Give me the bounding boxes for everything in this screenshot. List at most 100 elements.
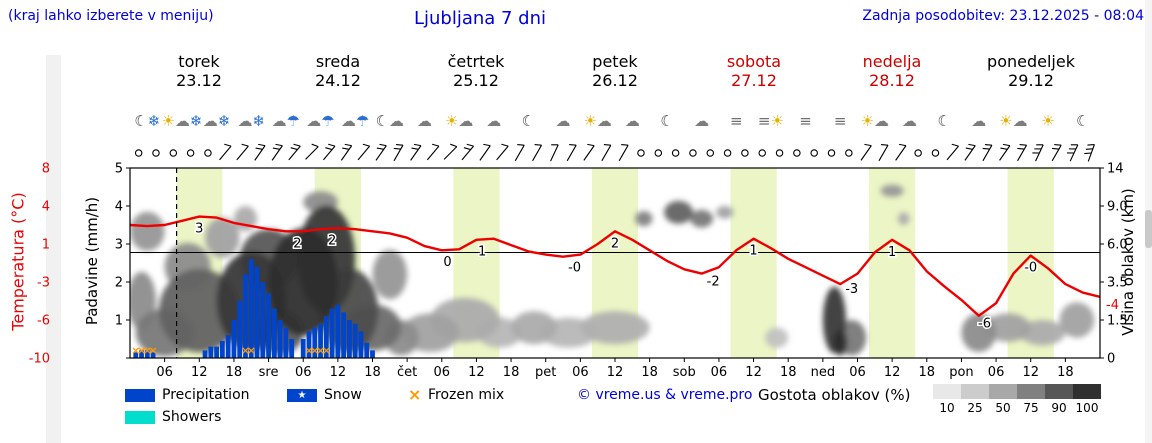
temperature-line — [130, 215, 1100, 317]
x-axis-tick: 12 — [191, 365, 208, 380]
showers-label: Showers — [162, 409, 222, 425]
x-axis-tick: 12 — [468, 365, 485, 380]
cloud-height-axis-title: Višina oblakov (km) — [1119, 188, 1137, 336]
wind-barb-icon — [288, 143, 301, 161]
wind-calm-icon — [204, 149, 212, 157]
wind-calm-icon — [758, 149, 766, 157]
x-axis-tick: 06 — [711, 365, 728, 380]
cloud-density-ticks: 10 25 50 75 90 100 — [939, 401, 1099, 415]
weather-icon: ☾ — [522, 112, 535, 130]
cloud-axis-tick: 6.0 — [1107, 238, 1128, 253]
frozen-mix-marker: × — [137, 344, 146, 357]
x-axis-tick: 06 — [295, 365, 312, 380]
frozen-mix-label: Frozen mix — [428, 387, 505, 403]
day-header-1: sreda 24.12 — [273, 52, 403, 90]
precipitation-swatch — [125, 389, 155, 402]
temp-axis-tick: -3 — [37, 276, 50, 291]
weather-icon: ☁ — [971, 112, 986, 130]
scrollbar-track[interactable] — [1145, 0, 1152, 443]
precipitation-bars — [133, 259, 375, 358]
temperature-value-label: -3 — [845, 282, 858, 297]
temperature-value-label: 2 — [328, 234, 336, 249]
precip-axis-tick: 3 — [115, 238, 123, 253]
wind-barb-icon — [982, 143, 993, 162]
day-header-6: ponedeljek 29.12 — [966, 52, 1096, 90]
weather-icon: ☾ — [937, 112, 950, 130]
x-axis-tick: 12 — [884, 365, 901, 380]
wind-barb-icon — [254, 143, 266, 161]
wind-barb-icon — [514, 143, 525, 162]
wind-calm-icon — [169, 149, 178, 157]
temperature-value-label: 2 — [293, 236, 301, 251]
temp-axis-tick: -6 — [37, 314, 50, 329]
weather-icon: ☀☁ — [999, 112, 1027, 130]
temperature-axis-title: Temperatura (°C) — [8, 192, 28, 331]
weather-icon: ☾❄ — [134, 112, 160, 130]
day-header-3: petek 26.12 — [550, 52, 680, 90]
frozen-mix-marker: × — [316, 344, 325, 357]
wind-barb-icon — [964, 143, 976, 161]
showers-swatch — [125, 411, 155, 424]
day-date: 29.12 — [1008, 71, 1054, 90]
wind-barb-icon — [305, 143, 319, 160]
wind-calm-icon — [775, 149, 784, 157]
wind-barb-icon — [999, 143, 1011, 161]
day-header-0: torek 23.12 — [134, 52, 264, 90]
wind-calm-icon — [723, 149, 732, 157]
precip-axis-tick: 5 — [115, 162, 123, 177]
frozen-mix-marker: × — [304, 344, 313, 357]
wind-barb-icon — [219, 143, 232, 161]
day-date: 25.12 — [453, 71, 499, 90]
precip-axis-tick: 2 — [115, 276, 123, 291]
weather-icon: ☁☂ — [272, 112, 300, 130]
menu-hint: (kraj lahko izberete v meniju) — [8, 8, 214, 24]
weather-icon: ☾☁ — [376, 112, 404, 130]
cloud-axis-tick: 1.5 — [1107, 314, 1128, 329]
day-date: 23.12 — [176, 71, 222, 90]
x-axis-tick: 06 — [572, 365, 589, 380]
weather-icon: ☀☁❄ — [161, 112, 202, 130]
weather-icon: ☀☁ — [445, 112, 473, 130]
weather-icon: ☁❄ — [237, 112, 265, 130]
wind-barb-icon — [946, 143, 959, 161]
day-header-4: sobota 27.12 — [689, 52, 819, 90]
frozen-mix-marker: × — [241, 344, 250, 357]
day-name: ponedeljek — [987, 52, 1075, 71]
wind-barb-icon — [550, 144, 559, 162]
weather-icon: ☾ — [1076, 112, 1089, 130]
wind-barb-icon — [410, 143, 422, 161]
wind-barb-icon — [860, 143, 872, 161]
snow-star-icon: ★ — [297, 390, 307, 401]
day-name: nedelja — [862, 52, 922, 71]
weather-icon: ☁ — [556, 112, 571, 130]
copyright-link[interactable]: © vreme.us & vreme.pro — [577, 387, 753, 403]
weather-icon: ☀☁ — [861, 112, 889, 130]
weather-icon: ≡ — [799, 112, 812, 130]
precip-axis-tick: 4 — [115, 200, 123, 215]
wind-barb-icon — [393, 143, 404, 162]
end-temperature-label: -4 — [1106, 298, 1119, 313]
wind-calm-icon — [741, 149, 749, 157]
x-axis-tick: 18 — [1057, 365, 1074, 380]
x-axis-tick: ned — [811, 365, 836, 380]
cloud-shading — [130, 184, 1095, 357]
scrollbar-thumb[interactable] — [1145, 210, 1152, 248]
last-update: Zadnja posodobitev: 23.12.2025 - 08:04 — [862, 8, 1144, 24]
wind-calm-icon — [827, 149, 836, 157]
day-name: petek — [592, 52, 638, 71]
wind-calm-icon — [845, 149, 853, 157]
weather-icon: ☀☁ — [583, 112, 611, 130]
weather-icon: ≡ — [730, 112, 743, 130]
wind-barb-icon — [271, 143, 283, 161]
cloud-axis-tick: 0 — [1107, 352, 1115, 367]
day-date: 27.12 — [731, 71, 777, 90]
day-name: torek — [178, 52, 220, 71]
wind-calm-icon — [793, 149, 801, 157]
wind-barb-icon — [618, 143, 629, 162]
weather-icon: ☁❄ — [203, 112, 231, 130]
wind-barb-icon — [601, 143, 612, 162]
x-axis-tick: 06 — [156, 365, 173, 380]
frozen-mix-marker: × — [247, 344, 256, 357]
temp-axis-tick: 4 — [42, 200, 50, 215]
weather-icon: ☀ — [1041, 112, 1054, 130]
